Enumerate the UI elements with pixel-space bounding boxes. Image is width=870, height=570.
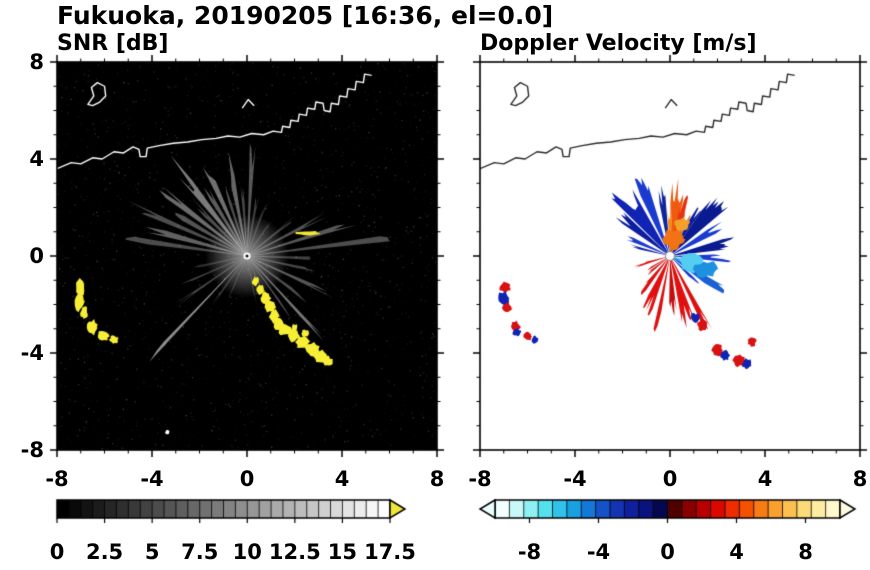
snr-colorbar-tick-label: 2.5 — [85, 540, 124, 564]
doppler-colorbar-tick-label: -4 — [586, 540, 611, 564]
x-tick-label-doppler: -8 — [468, 467, 492, 491]
snr-colorbar-tick-label: 5 — [144, 540, 160, 564]
doppler-colorbar-tick-label: 8 — [798, 540, 813, 564]
y-tick-label: -8 — [20, 438, 44, 462]
figure-title: Fukuoka, 20190205 [16:36, el=0.0] — [57, 1, 554, 30]
snr-colorbar-tick-label: 7.5 — [181, 540, 219, 564]
x-tick-label-snr: 4 — [334, 467, 350, 491]
snr-colorbar-tick-label: 15 — [327, 540, 358, 564]
x-tick-label-doppler: -4 — [563, 467, 587, 491]
doppler-colorbar-tick-label: 0 — [660, 540, 675, 564]
snr-colorbar-tick-label: 10 — [232, 540, 262, 564]
y-tick-label: 4 — [29, 147, 44, 171]
snr-plot-canvas — [45, 50, 453, 466]
x-tick-label-snr: 0 — [239, 467, 255, 491]
doppler-colorbar-canvas — [468, 496, 868, 528]
snr-colorbar-canvas — [45, 496, 445, 528]
x-tick-label-doppler: 8 — [852, 467, 868, 491]
x-tick-label-doppler: 4 — [757, 467, 773, 491]
y-tick-label: 0 — [29, 244, 44, 268]
x-tick-label-snr: -8 — [45, 467, 69, 491]
x-tick-label-snr: 8 — [429, 467, 445, 491]
snr-colorbar-tick-label: 17.5 — [364, 540, 416, 564]
y-tick-label: -4 — [20, 341, 44, 365]
snr-colorbar-tick-label: 0 — [49, 540, 65, 564]
y-tick-label: 8 — [29, 50, 44, 74]
x-tick-label-snr: -4 — [140, 467, 164, 491]
doppler-plot-canvas — [468, 50, 870, 466]
snr-colorbar-tick-label: 12.5 — [268, 540, 321, 564]
doppler-colorbar-tick-label: -8 — [517, 540, 542, 564]
doppler-colorbar-tick-label: 4 — [729, 540, 744, 564]
x-tick-label-doppler: 0 — [662, 467, 678, 491]
